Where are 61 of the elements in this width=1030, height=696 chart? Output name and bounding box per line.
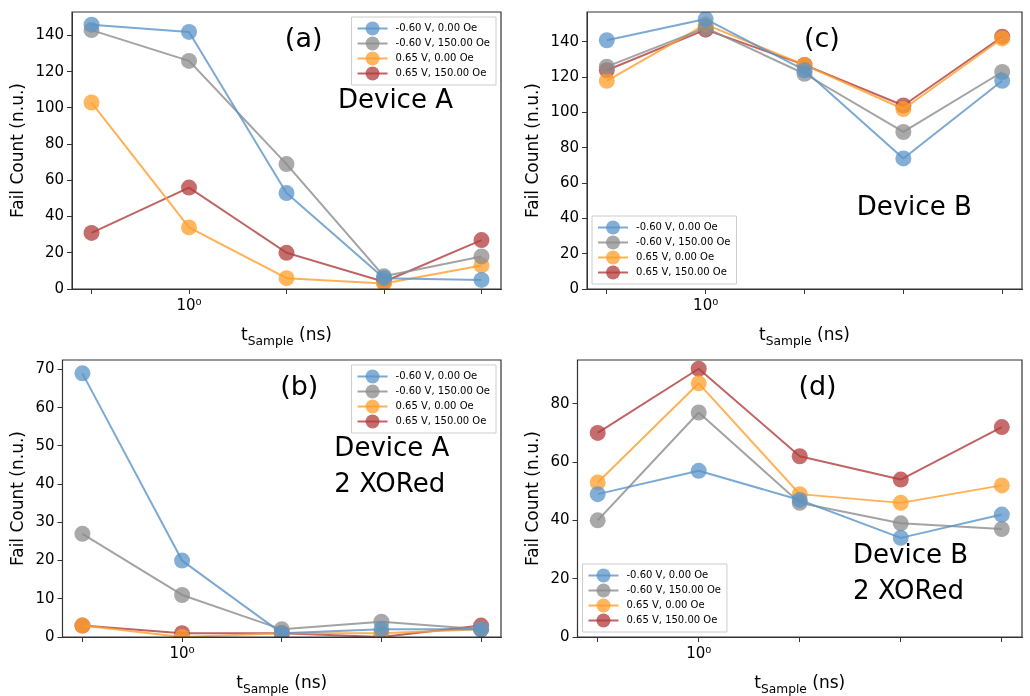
legend-label: 0.65 V, 150.00 Oe: [636, 266, 727, 278]
legend-label: -0.60 V, 150.00 Oe: [395, 385, 491, 397]
annotation: (d): [798, 369, 837, 401]
y-tick-label: 100: [550, 102, 580, 121]
annotation: Device A: [337, 83, 454, 114]
y-tick-label: 40: [44, 206, 65, 225]
y-tick-label: 40: [35, 474, 55, 493]
x-tick-label: 10⁰: [693, 295, 719, 314]
y-tick-label: 60: [35, 397, 55, 416]
y-tick-label: 0: [559, 626, 570, 645]
y-tick-label: 50: [35, 435, 55, 454]
legend-label: 0.65 V, 150.00 Oe: [395, 415, 487, 427]
legend-label: -0.60 V, 150.00 Oe: [395, 37, 491, 49]
y-tick-label: 140: [550, 31, 580, 50]
legend-label: -0.60 V, 0.00 Oe: [626, 569, 709, 581]
y-tick-label: 20: [35, 550, 55, 569]
y-tick-label: 60: [559, 173, 580, 192]
legend-label: 0.65 V, 0.00 Oe: [636, 251, 715, 263]
annotation: Device B 2 XORed: [853, 538, 969, 605]
y-tick-label: 40: [559, 208, 580, 227]
legend-label: 0.65 V, 0.00 Oe: [395, 400, 474, 412]
annotation: Device B: [856, 190, 972, 221]
y-tick-label: 30: [35, 512, 55, 531]
y-tick-label: 40: [550, 510, 570, 529]
y-tick-label: 100: [35, 97, 65, 116]
legend-label: -0.60 V, 0.00 Oe: [636, 221, 718, 233]
y-tick-label: 0: [54, 278, 65, 297]
y-tick-label: 120: [35, 61, 65, 80]
x-tick-label: 10⁰: [176, 295, 202, 314]
y-tick-label: 0: [569, 278, 580, 297]
y-axis-title: Fail Count (n.u.): [521, 431, 542, 566]
legend-label: -0.60 V, 0.00 Oe: [395, 22, 478, 34]
y-axis-title: Fail Count (n.u.): [521, 83, 542, 218]
y-tick-label: 10: [35, 588, 55, 607]
y-tick-label: 140: [35, 25, 65, 44]
y-tick-label: 0: [44, 626, 55, 645]
y-tick-label: 80: [550, 393, 570, 412]
x-tick-label: 10⁰: [686, 643, 712, 662]
y-tick-label: 60: [550, 451, 570, 470]
legend-label: 0.65 V, 0.00 Oe: [626, 599, 705, 611]
y-tick-label: 20: [559, 243, 580, 262]
legend-label: -0.60 V, 0.00 Oe: [395, 370, 478, 382]
annotation: (a): [284, 21, 323, 53]
y-tick-label: 70: [35, 359, 55, 378]
legend-label: 0.65 V, 0.00 Oe: [395, 52, 474, 64]
annotation: Device A 2 XORed: [334, 431, 450, 498]
y-tick-label: 20: [550, 568, 570, 587]
y-tick-label: 120: [550, 67, 580, 86]
y-axis-title: Fail Count (n.u.): [6, 431, 27, 566]
legend-label: -0.60 V, 150.00 Oe: [636, 236, 731, 248]
x-tick-label: 10⁰: [169, 643, 195, 662]
legend-label: -0.60 V, 150.00 Oe: [626, 584, 721, 596]
annotation: (b): [280, 369, 319, 401]
y-axis-title: Fail Count (n.u.): [6, 83, 27, 218]
y-tick-label: 20: [44, 242, 65, 261]
annotation: (c): [803, 21, 840, 53]
y-tick-label: 80: [44, 134, 65, 153]
y-tick-label: 80: [559, 137, 580, 156]
legend-label: 0.65 V, 150.00 Oe: [395, 67, 487, 79]
legend-label: 0.65 V, 150.00 Oe: [626, 614, 718, 626]
y-tick-label: 60: [44, 170, 65, 189]
